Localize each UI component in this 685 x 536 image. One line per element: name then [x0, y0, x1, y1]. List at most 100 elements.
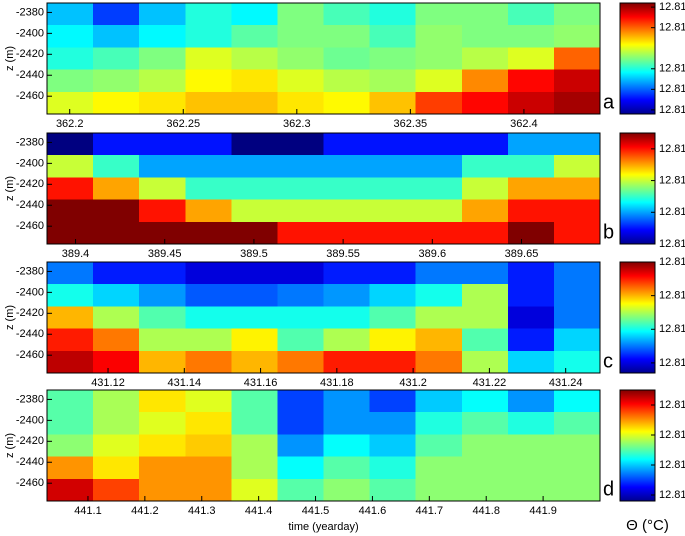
heatmap-cell: [369, 456, 417, 480]
heatmap-cell: [507, 306, 555, 330]
heatmap-cell: [277, 478, 324, 502]
heatmap-cell: [277, 199, 324, 223]
colorbar-tick-label: 12.8188: [659, 489, 685, 501]
colorbar-tick-label: 12.8186: [659, 104, 685, 116]
heatmap-cell: [415, 177, 463, 201]
heatmap-cell: [139, 91, 186, 115]
plot-frame: [46, 261, 601, 374]
heatmap-cell: [47, 177, 94, 201]
y-axis-label: z (m): [4, 46, 16, 71]
y-axis-label: z (m): [4, 433, 16, 458]
heatmap-cell: [185, 25, 232, 48]
x-tick-label: 389.5: [240, 248, 268, 260]
heatmap-cell: [553, 478, 601, 502]
x-tick-label: 362.2: [56, 118, 84, 130]
heatmap-cell: [461, 262, 509, 285]
heatmap-cell: [507, 412, 555, 435]
heatmap-cell: [185, 306, 232, 330]
heatmap-cell: [47, 478, 94, 502]
heatmap-cell: [507, 478, 555, 502]
heatmap-cell: [553, 3, 601, 26]
x-tick-label: 362.3: [283, 118, 311, 130]
heatmap-cell: [461, 328, 509, 352]
y-tick-label: -2440: [16, 456, 44, 468]
heatmap-cell: [369, 221, 417, 245]
x-tick-label: 431.14: [167, 377, 201, 389]
x-tick-label: 441.8: [472, 505, 500, 517]
heatmap-cell: [139, 199, 186, 223]
heatmap-cell: [415, 199, 463, 223]
heatmap-cell: [415, 478, 463, 502]
x-tick-label: 431.2: [399, 377, 427, 389]
heatmap-cell: [553, 350, 601, 374]
heatmap-cell: [461, 133, 509, 156]
heatmap-cell: [507, 91, 555, 115]
heatmap-cell: [461, 478, 509, 502]
heatmap-cell: [185, 434, 232, 458]
heatmap-cell: [277, 412, 324, 435]
heatmap-cell: [47, 390, 94, 413]
heatmap-cell: [231, 262, 278, 285]
colorbar-tick-label: 12.8189: [659, 459, 685, 471]
heatmap-cell: [553, 390, 601, 413]
colorbar-tick-label: 12.8192: [659, 206, 685, 218]
heatmap-cell: [185, 478, 232, 502]
heatmap-cell: [323, 390, 371, 413]
heatmap-cell: [461, 306, 509, 330]
heatmap-cell: [507, 284, 555, 307]
heatmap-cell: [47, 25, 94, 48]
heatmap-cell: [415, 221, 463, 245]
heatmap-cell: [185, 262, 232, 285]
heatmap-cell: [461, 3, 509, 26]
heatmap-cell: [323, 350, 371, 374]
heatmap-cell: [231, 328, 278, 352]
heatmap-cell: [507, 199, 555, 223]
heatmap-cell: [507, 456, 555, 480]
panel-letter: b: [603, 221, 614, 243]
heatmap-cell: [139, 284, 186, 307]
y-tick-label: -2420: [16, 178, 44, 190]
heatmap-cell: [507, 434, 555, 458]
x-tick-label: 441.4: [245, 505, 273, 517]
heatmap-cell: [507, 47, 555, 71]
heatmap-cell: [185, 155, 232, 178]
x-tick-label: 431.24: [549, 377, 583, 389]
heatmap-cell: [461, 25, 509, 48]
heatmap-cell: [507, 133, 555, 156]
heatmap-cell: [323, 3, 371, 26]
heatmap-cell: [185, 390, 232, 413]
heatmap-cell: [93, 328, 140, 352]
heatmap-cell: [323, 155, 371, 178]
y-tick-label: -2440: [16, 69, 44, 81]
heatmap-cell: [369, 91, 417, 115]
x-tick-label: 431.18: [320, 377, 354, 389]
heatmap-cell: [277, 328, 324, 352]
heatmap-cell: [93, 262, 140, 285]
heatmap-cell: [139, 262, 186, 285]
heatmap-cell: [461, 284, 509, 307]
heatmap-cell: [369, 199, 417, 223]
heatmap-cell: [277, 262, 324, 285]
colorbar: [619, 132, 656, 245]
x-tick-label: 431.22: [473, 377, 507, 389]
heatmap-cell: [507, 25, 555, 48]
heatmap-cell: [277, 434, 324, 458]
heatmap-cell: [507, 262, 555, 285]
heatmap-cell: [415, 133, 463, 156]
colorbar-tick-label: 12.8187: [659, 83, 685, 95]
x-tick-label: 389.65: [505, 248, 539, 260]
heatmap-cell: [553, 25, 601, 48]
heatmap-cell: [185, 350, 232, 374]
heatmap-cell: [369, 47, 417, 71]
heatmap-cell: [231, 350, 278, 374]
heatmap-cell: [93, 350, 140, 374]
heatmap-cell: [461, 91, 509, 115]
heatmap-cell: [323, 133, 371, 156]
heatmap-cell: [461, 155, 509, 178]
colorbar-tick-label: 12.819: [659, 238, 685, 250]
heatmap-cell: [139, 69, 186, 93]
heatmap-cell: [553, 47, 601, 71]
heatmap-cell: [139, 478, 186, 502]
heatmap-cell: [93, 221, 140, 245]
